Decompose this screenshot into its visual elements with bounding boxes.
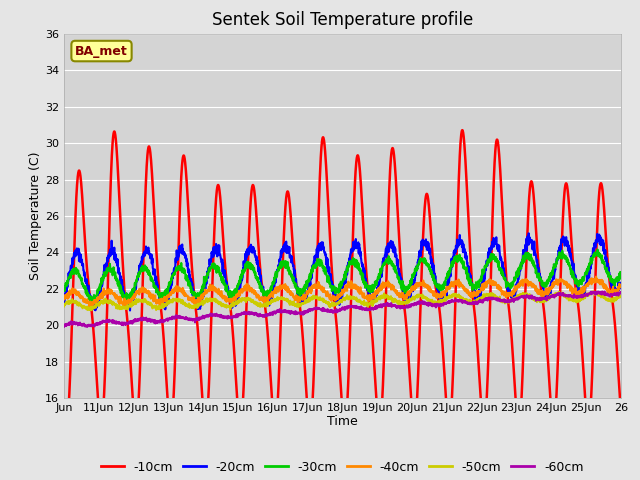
-20cm [60,295,68,301]
-50cm [617,293,625,299]
-30cm [60,286,68,292]
Title: Sentek Soil Temperature profile: Sentek Soil Temperature profile [212,11,473,29]
-20cm [609,287,617,293]
-10cm [511,378,518,384]
-50cm [236,298,244,303]
-50cm [542,296,550,301]
-10cm [617,408,625,413]
-30cm [510,275,518,280]
-20cm [376,276,384,282]
-30cm [236,276,244,281]
-30cm [376,270,384,276]
-60cm [594,288,602,294]
-10cm [341,423,349,429]
-30cm [594,247,602,252]
-10cm [542,327,550,333]
-10cm [376,422,384,428]
Line: -10cm: -10cm [64,130,621,426]
-60cm [609,291,617,297]
-40cm [86,305,93,311]
-50cm [376,297,384,302]
-50cm [609,295,617,301]
-20cm [542,291,550,297]
Line: -20cm: -20cm [64,233,621,311]
-50cm [116,306,124,312]
-10cm [116,201,124,207]
-40cm [236,292,244,298]
-60cm [542,296,550,302]
-40cm [542,291,550,297]
Line: -40cm: -40cm [64,276,621,308]
-60cm [60,324,68,330]
-30cm [609,280,617,286]
-50cm [589,288,596,294]
-40cm [592,274,600,279]
X-axis label: Time: Time [327,415,358,428]
-20cm [510,287,518,292]
-20cm [116,270,124,276]
-30cm [617,270,625,276]
-30cm [542,281,550,287]
-60cm [83,324,91,330]
-60cm [376,304,384,310]
-10cm [609,305,617,311]
Line: -60cm: -60cm [64,291,621,327]
Legend: -10cm, -20cm, -30cm, -40cm, -50cm, -60cm: -10cm, -20cm, -30cm, -40cm, -50cm, -60cm [97,456,588,479]
-40cm [609,291,617,297]
-50cm [60,303,68,309]
-40cm [617,284,625,290]
-40cm [116,294,124,300]
-10cm [60,408,68,413]
-50cm [510,295,518,301]
-40cm [376,285,384,291]
-60cm [510,296,518,302]
Y-axis label: Soil Temperature (C): Soil Temperature (C) [29,152,42,280]
-10cm [458,127,466,133]
-40cm [510,289,518,295]
Line: -30cm: -30cm [64,250,621,301]
-10cm [236,422,244,428]
-40cm [60,296,68,302]
-20cm [126,308,134,313]
-60cm [617,289,625,295]
-60cm [236,311,244,317]
-30cm [90,299,97,304]
-30cm [116,286,124,291]
Text: BA_met: BA_met [75,45,128,58]
Line: -50cm: -50cm [64,291,621,310]
-20cm [617,280,625,286]
-50cm [88,307,95,313]
-20cm [236,288,244,294]
-20cm [525,230,532,236]
-60cm [116,321,124,326]
